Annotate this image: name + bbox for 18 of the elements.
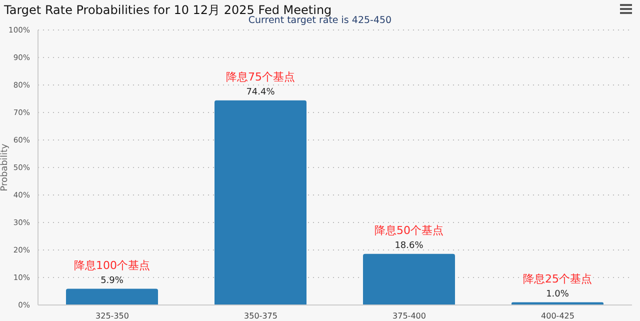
annotation: 降息75个基点 (226, 70, 295, 84)
x-tick-label: 350-375 (244, 312, 278, 321)
x-tick-label: 400-425 (541, 312, 574, 321)
data-label: 5.9% (100, 276, 124, 286)
x-tick-label: 375-400 (392, 312, 426, 321)
bar (363, 254, 455, 305)
chart-title: Target Rate Probabilities for 10 12月 2025 Fed Meeting (4, 2, 332, 17)
bar (66, 288, 158, 305)
data-label: 1.0% (546, 289, 570, 300)
annotation: 降息50个基点 (374, 224, 444, 237)
data-label: 18.6% (394, 240, 424, 251)
annotation: 降息25个基点 (523, 272, 592, 286)
chart-subtitle: Current target rate is 425-450 (247, 15, 393, 26)
annotation: 降息100个基点 (74, 258, 150, 272)
data-label: 74.4% (246, 87, 276, 98)
x-tick-label: 325-350 (96, 312, 129, 321)
bar (214, 100, 306, 305)
y-axis-title: Probability (0, 143, 10, 192)
